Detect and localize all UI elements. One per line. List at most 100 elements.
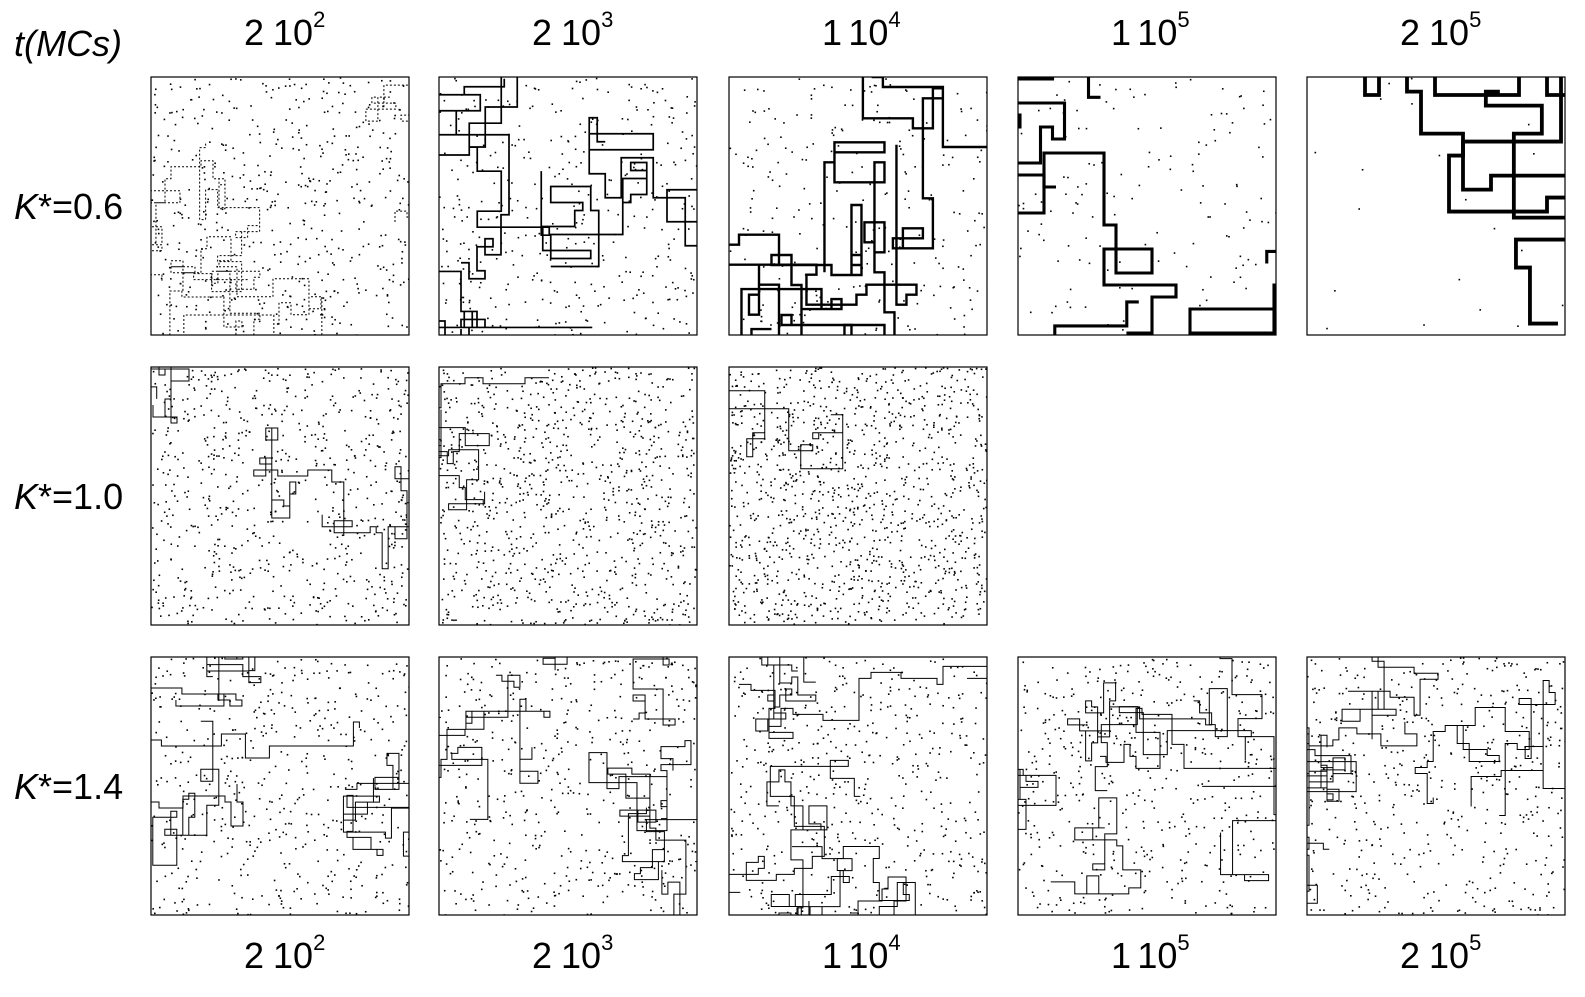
spin-dot — [323, 437, 325, 439]
spin-dot — [275, 766, 277, 768]
spin-dot — [971, 528, 973, 530]
spin-dot — [871, 581, 873, 583]
spin-dot — [356, 184, 358, 186]
spin-dot — [213, 99, 215, 101]
spin-dot — [603, 762, 605, 764]
spin-dot — [900, 148, 902, 150]
spin-dot — [818, 418, 820, 420]
spin-dot — [525, 437, 527, 439]
spin-dot — [657, 255, 659, 257]
spin-dot — [808, 473, 810, 475]
spin-dot — [878, 609, 880, 611]
spin-dot — [938, 404, 940, 406]
spin-dot — [321, 450, 323, 452]
spin-dot — [735, 460, 737, 462]
spin-dot — [765, 492, 767, 494]
spin-dot — [210, 297, 212, 299]
spin-dot — [328, 702, 330, 704]
spin-dot — [253, 242, 255, 244]
spin-dot — [477, 525, 479, 527]
spin-dot — [482, 405, 484, 407]
spin-dot — [847, 485, 849, 487]
spin-dot — [281, 421, 283, 423]
spin-dot — [356, 525, 358, 527]
spin-dot — [353, 472, 355, 474]
spin-dot — [598, 594, 600, 596]
spin-dot — [682, 446, 684, 448]
spin-dot — [258, 838, 260, 840]
spin-dot — [732, 386, 734, 388]
spin-dot — [826, 176, 828, 178]
spin-dot — [822, 587, 824, 589]
spin-dot — [678, 229, 680, 231]
spin-dot — [794, 262, 796, 264]
spin-dot — [592, 118, 594, 120]
spin-dot — [973, 467, 975, 469]
spin-dot — [788, 522, 790, 524]
spin-dot — [406, 741, 408, 743]
spin-dot — [604, 607, 606, 609]
spin-dot — [611, 471, 613, 473]
spin-dot — [539, 583, 541, 585]
spin-dot — [667, 506, 669, 508]
spin-dot — [761, 599, 763, 601]
spin-dot — [166, 515, 168, 517]
spin-dot — [520, 487, 522, 489]
spin-dot — [277, 139, 279, 141]
spin-dot — [816, 446, 818, 448]
spin-dot — [548, 384, 550, 386]
spin-dot — [586, 591, 588, 593]
spin-dot — [249, 844, 251, 846]
spin-dot — [194, 118, 196, 120]
spin-dot — [254, 850, 256, 852]
spin-dot — [693, 743, 695, 745]
spin-dot — [1041, 223, 1043, 225]
spin-dot — [938, 565, 940, 567]
spin-dot — [523, 493, 525, 495]
spin-dot — [678, 567, 680, 569]
spin-dot — [885, 381, 887, 383]
spin-dot — [629, 397, 631, 399]
spin-dot — [156, 780, 158, 782]
spin-dot — [330, 544, 332, 546]
spin-dot — [238, 369, 240, 371]
spin-dot — [281, 470, 283, 472]
spin-dot — [393, 432, 395, 434]
spin-dot — [272, 693, 274, 695]
spin-dot — [474, 497, 476, 499]
spin-dot — [347, 545, 349, 547]
spin-dot — [373, 383, 375, 385]
spin-dot — [162, 844, 164, 846]
spin-dot — [669, 720, 671, 722]
spin-dot — [217, 539, 219, 541]
spin-dot — [763, 383, 765, 385]
spin-dot — [281, 692, 283, 694]
spin-dot — [231, 846, 233, 848]
spin-dot — [449, 407, 451, 409]
spin-dot — [652, 209, 654, 211]
spin-dot — [482, 605, 484, 607]
spin-dot — [934, 613, 936, 615]
spin-dot — [155, 732, 157, 734]
spin-dot — [783, 407, 785, 409]
spin-dot — [854, 413, 856, 415]
spin-dot — [182, 848, 184, 850]
spin-dot — [779, 455, 781, 457]
spin-dot — [267, 700, 269, 702]
spin-dot — [313, 330, 315, 332]
spin-dot — [764, 138, 766, 140]
spin-dot — [573, 407, 575, 409]
spin-dot — [556, 388, 558, 390]
spin-dot — [175, 124, 177, 126]
spin-dot — [589, 604, 591, 606]
spin-dot — [773, 528, 775, 530]
spin-dot — [489, 587, 491, 589]
spin-dot — [333, 464, 335, 466]
spin-dot — [234, 387, 236, 389]
spin-dot — [390, 370, 392, 372]
spin-dot — [243, 186, 245, 188]
spin-dot — [587, 320, 589, 322]
spin-dot — [306, 766, 308, 768]
spin-dot — [685, 160, 687, 162]
spin-dot — [493, 394, 495, 396]
